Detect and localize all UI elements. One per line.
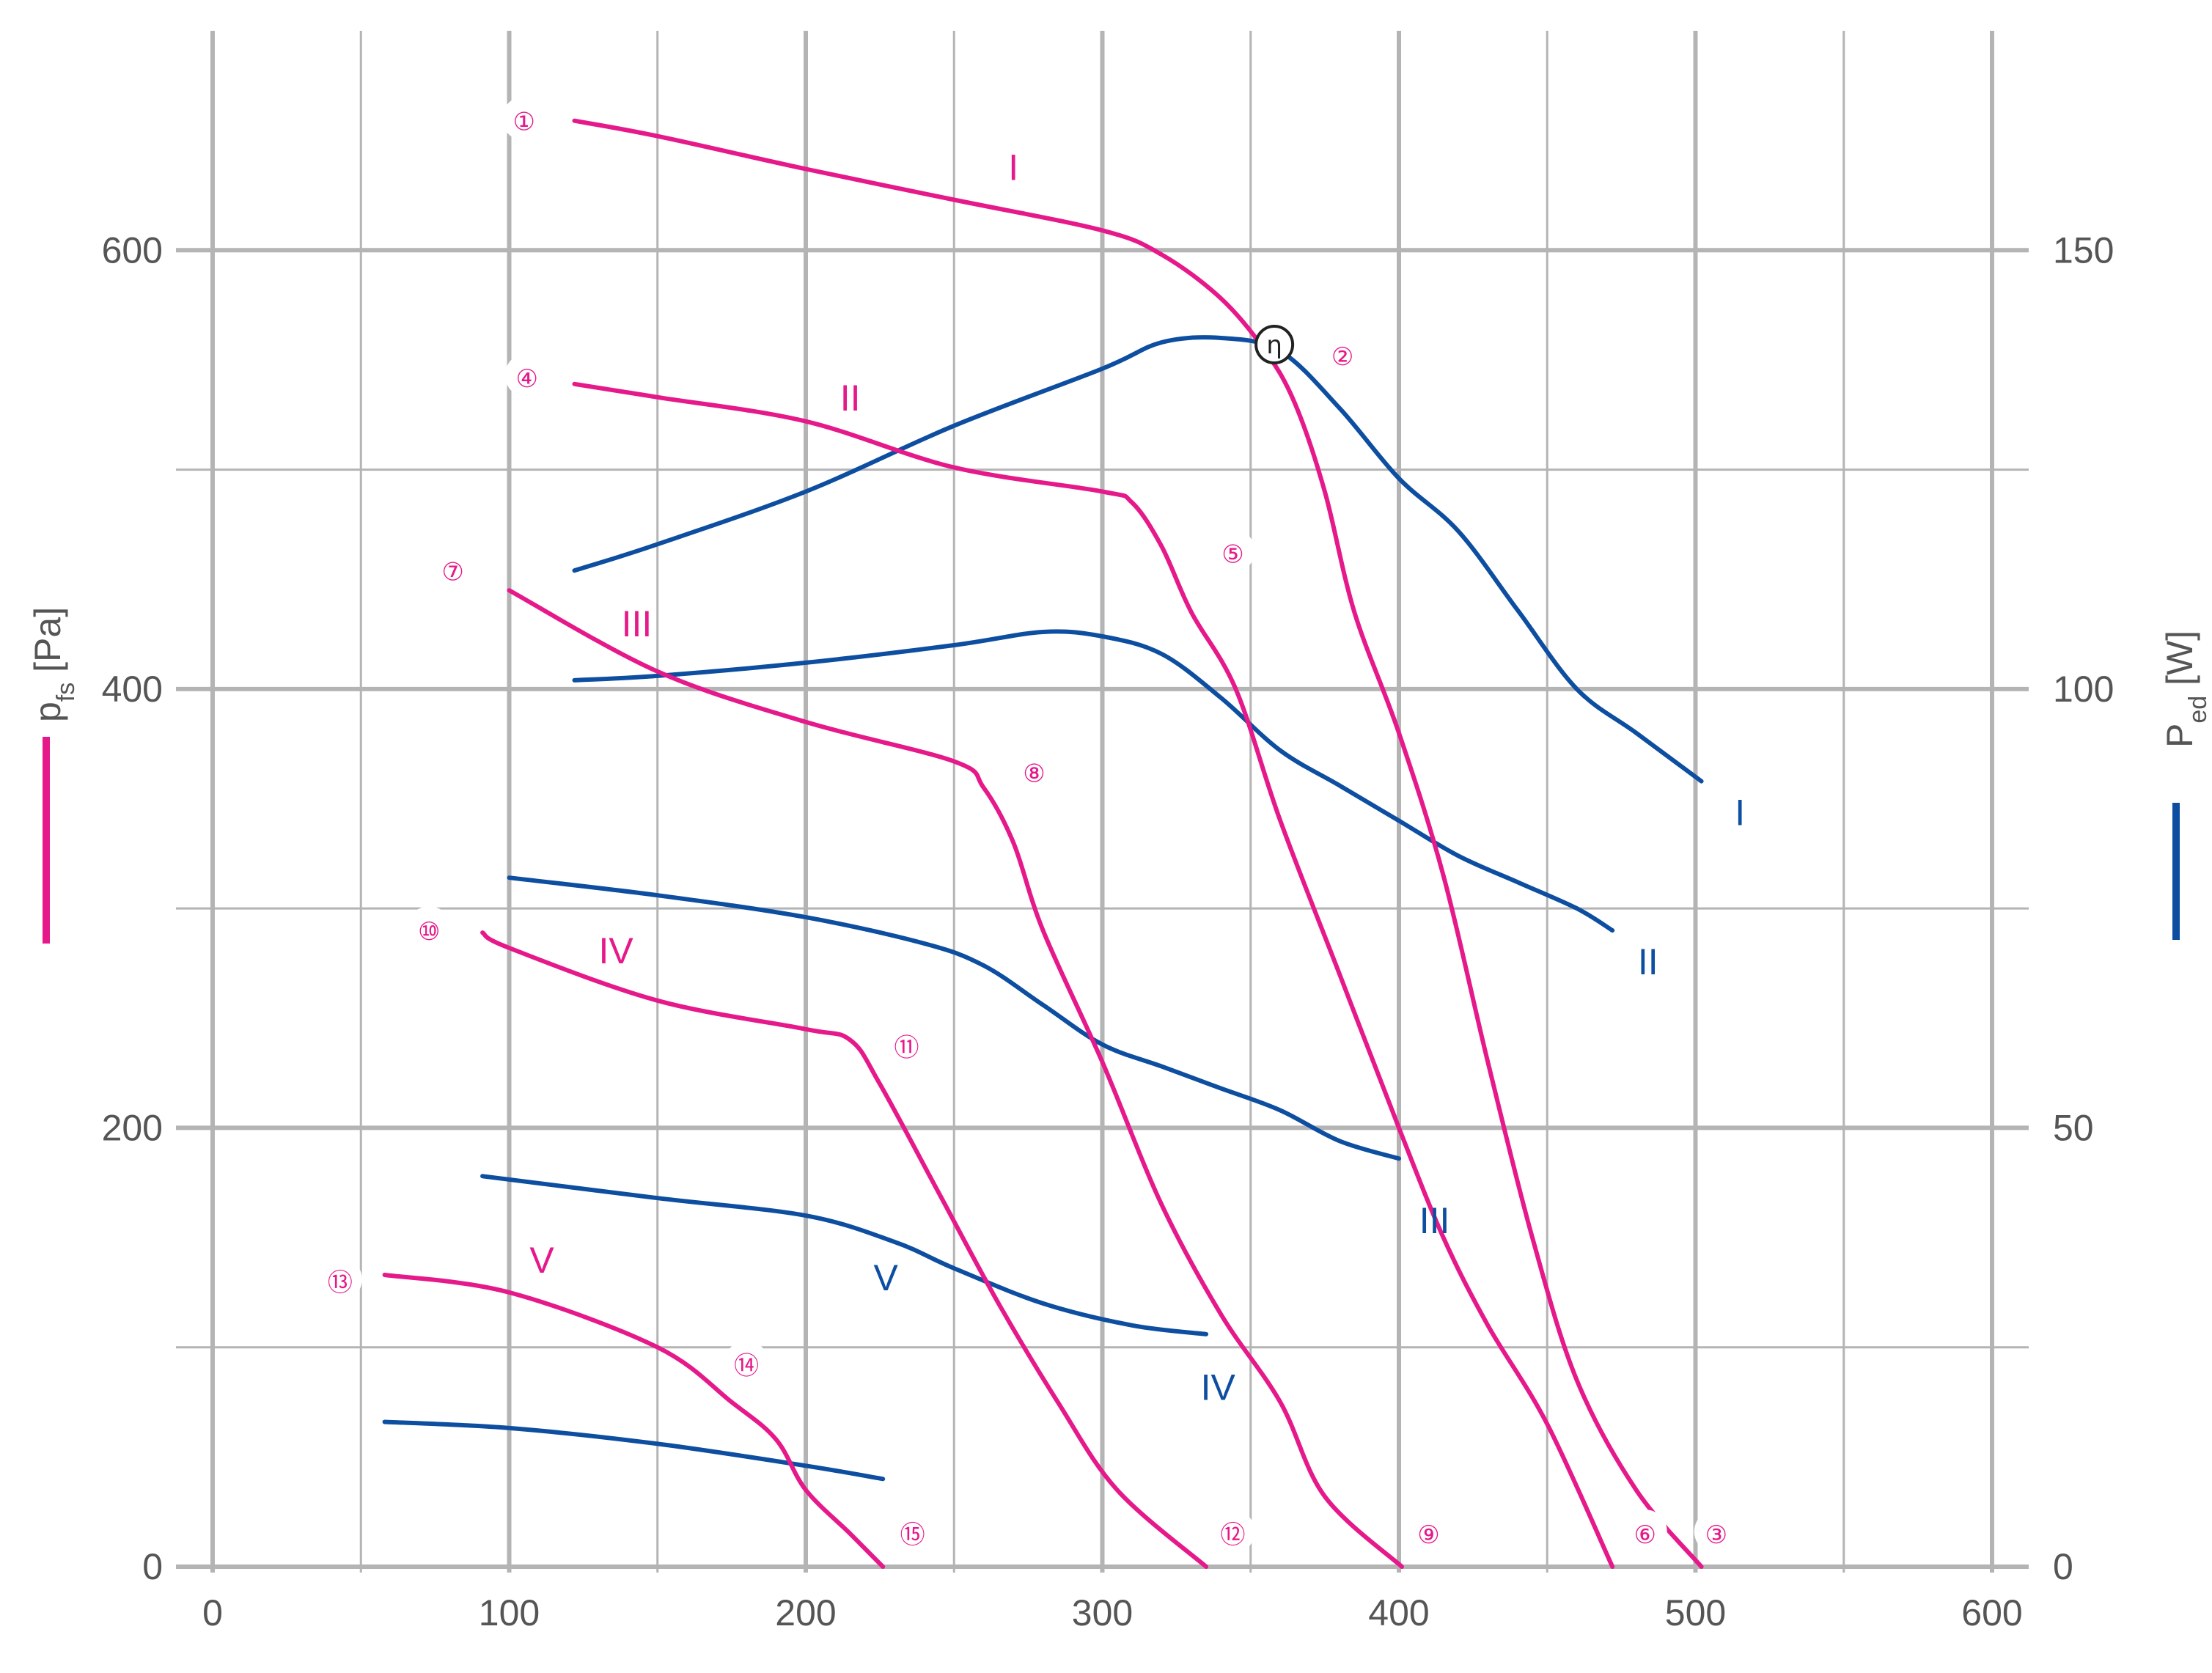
operating-point-marker: ② — [1331, 342, 1353, 372]
svg-text:Ped [W]: Ped [W] — [2159, 630, 2212, 748]
y-right-tick-label: 0 — [2053, 1546, 2073, 1587]
operating-point-marker: ⑥ — [1634, 1521, 1656, 1550]
grid — [176, 31, 2029, 1573]
marker-background — [407, 906, 452, 951]
pressure-curve-label: II — [840, 378, 861, 419]
marker-background — [1406, 1510, 1451, 1554]
y-left-tick-label: 0 — [142, 1546, 163, 1587]
pressure-curve-label: III — [622, 603, 653, 644]
power-curve-v — [382, 1419, 886, 1482]
marker-background — [1623, 1510, 1667, 1554]
marker-background — [1694, 1510, 1738, 1554]
operating-point-markers: ① ② ③ ④ ⑤ ⑥ ⑦ ⑧ ⑨ ⑩ ⑪ ⑫ ⑬ ⑭ ⑮ η — [317, 96, 1738, 1554]
x-tick-label: 400 — [1368, 1592, 1429, 1633]
operating-point-marker: ④ — [516, 364, 538, 394]
y-right-title-sub: ed — [2184, 696, 2212, 724]
svg-text:pfs [Pa]: pfs [Pa] — [27, 607, 80, 722]
operating-point-marker: ⑤ — [1221, 540, 1243, 569]
pressure-curves — [382, 118, 1704, 1569]
pressure-curve-iv — [480, 930, 1209, 1569]
x-tick-label: 100 — [479, 1592, 540, 1633]
y-left-legend-swatch — [43, 737, 50, 944]
power-curve-label: II — [1638, 941, 1658, 982]
operating-point-marker: ⑨ — [1417, 1521, 1439, 1550]
operating-point-marker: ⑮ — [900, 1521, 925, 1550]
operating-point-marker: ⑬ — [328, 1268, 353, 1298]
x-tick-label: 500 — [1665, 1592, 1726, 1633]
pressure-curve-label: V — [529, 1240, 554, 1281]
x-tick-label: 300 — [1072, 1592, 1133, 1633]
y-right-legend-swatch — [2172, 803, 2180, 940]
marker-background — [1210, 529, 1255, 573]
power-curve-label: I — [1735, 792, 1745, 833]
pressure-curve-v — [382, 1273, 886, 1569]
power-curve-ii — [572, 629, 1615, 933]
power-curve-label: IV — [1201, 1367, 1236, 1408]
operating-point-marker: ⑪ — [894, 1034, 919, 1063]
power-curve-iv — [480, 1174, 1209, 1336]
marker-background — [1320, 331, 1365, 375]
power-curve-iii — [507, 875, 1401, 1161]
y-left-tick-label: 600 — [102, 229, 163, 271]
power-curve-label: V — [874, 1257, 899, 1298]
power-curve-i — [572, 335, 1704, 784]
y-right-title-main: P — [2159, 724, 2200, 748]
y-left-tick-label: 400 — [102, 669, 163, 710]
power-curve-label: III — [1419, 1200, 1450, 1241]
marker-background — [501, 96, 546, 141]
efficiency-marker — [1254, 324, 1295, 364]
pressure-curve-i — [572, 118, 1704, 1569]
pressure-curve-label: IV — [598, 930, 633, 971]
operating-point-marker: ⑧ — [1023, 760, 1045, 789]
y-right-tick-label: 150 — [2053, 229, 2114, 271]
marker-background — [430, 546, 475, 591]
pressure-curve-ii — [572, 381, 1615, 1569]
y-left-title-main: p — [27, 702, 68, 722]
x-tick-label: 0 — [202, 1592, 223, 1633]
operating-point-marker: ⑩ — [418, 917, 440, 946]
x-tick-label: 600 — [1961, 1592, 2022, 1633]
marker-background — [1210, 1510, 1255, 1554]
y-right-title-unit: [W] — [2159, 630, 2200, 696]
operating-point-marker: ① — [512, 108, 534, 137]
marker-background — [724, 1340, 769, 1385]
efficiency-marker-label: η — [1266, 331, 1282, 360]
operating-point-marker: ⑦ — [441, 557, 463, 587]
y-left-title-unit: [Pa] — [27, 607, 68, 683]
operating-point-marker: ⑭ — [734, 1352, 759, 1381]
operating-point-marker: ③ — [1705, 1521, 1727, 1550]
operating-point-marker: ⑫ — [1220, 1521, 1245, 1550]
y-left-tick-label: 200 — [102, 1107, 163, 1148]
y-right-tick-label: 50 — [2053, 1107, 2094, 1148]
marker-background — [317, 1257, 362, 1301]
marker-background — [890, 1510, 935, 1554]
y-right-tick-label: 100 — [2053, 669, 2114, 710]
y-right-axis-title: Ped [W] — [2159, 630, 2212, 748]
marker-background — [1012, 748, 1057, 793]
marker-background — [884, 1022, 929, 1067]
y-left-title-sub: fs — [52, 683, 80, 702]
y-left-axis-title: pfs [Pa] — [27, 607, 80, 722]
pressure-curve-label: I — [1008, 147, 1018, 188]
tick-labels: 0 100 200 300 400 500 600 0 200 400 600 0 50 100 150 — [102, 229, 2114, 1633]
pressure-curve-iii — [507, 588, 1404, 1569]
marker-background — [504, 353, 549, 397]
x-tick-label: 200 — [775, 1592, 836, 1633]
